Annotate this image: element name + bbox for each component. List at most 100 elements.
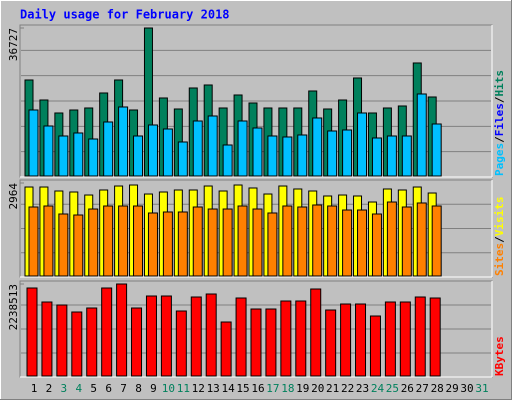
- x-tick-label: 29: [445, 382, 458, 395]
- bar: [160, 295, 172, 377]
- bar: [71, 311, 83, 377]
- x-tick-label: 30: [460, 382, 473, 395]
- bar: [147, 212, 158, 277]
- y-tick-label: 36727: [7, 28, 20, 61]
- bar: [103, 121, 114, 177]
- x-tick-label: 14: [222, 382, 236, 395]
- legend-separator: /: [493, 236, 506, 243]
- bar: [252, 127, 263, 177]
- x-tick-label: 6: [105, 382, 112, 395]
- bar: [371, 137, 382, 177]
- bar: [222, 208, 233, 277]
- bar: [177, 141, 188, 177]
- bar: [133, 135, 144, 177]
- bar: [399, 301, 411, 377]
- bar: [357, 209, 368, 277]
- x-tick-label: 11: [177, 382, 190, 395]
- legend: KBytes: [493, 336, 506, 376]
- bar: [222, 144, 233, 177]
- x-tick-label: 22: [341, 382, 354, 395]
- legend: Sites/Visits: [493, 197, 506, 277]
- bar: [325, 309, 337, 377]
- bar: [118, 205, 129, 277]
- bar: [416, 202, 427, 277]
- bar: [86, 307, 98, 377]
- bar: [101, 287, 113, 377]
- x-tick-label: 31: [475, 382, 488, 395]
- bar: [73, 132, 84, 177]
- bar: [401, 206, 412, 277]
- bar: [312, 204, 323, 277]
- bar: [41, 301, 53, 377]
- x-tick-label: 7: [120, 382, 127, 395]
- bar: [192, 120, 203, 177]
- legend-entry: Pages: [493, 143, 506, 176]
- bar: [207, 208, 218, 277]
- bar: [342, 129, 353, 177]
- bar: [207, 115, 218, 177]
- bar: [192, 206, 203, 277]
- bar: [369, 315, 381, 377]
- bar: [327, 205, 338, 277]
- bar: [357, 112, 368, 177]
- bar: [295, 300, 307, 377]
- bar: [58, 213, 69, 277]
- x-tick-label: 17: [266, 382, 279, 395]
- bar: [282, 136, 293, 177]
- bar: [342, 209, 353, 277]
- bar: [340, 303, 352, 377]
- legend-entry: Sites: [493, 243, 506, 276]
- bar: [414, 296, 426, 377]
- y-tick-label: 2964: [7, 183, 20, 210]
- bar: [267, 135, 278, 177]
- bar: [175, 310, 187, 377]
- bar: [56, 304, 68, 377]
- x-tick-label: 5: [90, 382, 97, 395]
- x-tick-label: 26: [401, 382, 414, 395]
- y-tick-label: 2238513: [7, 284, 20, 330]
- bar: [28, 109, 39, 177]
- bar: [43, 205, 54, 277]
- x-tick-label: 21: [326, 382, 339, 395]
- legend-separator: /: [493, 136, 506, 143]
- bar: [431, 205, 442, 277]
- legend-entry: Hits: [493, 70, 506, 97]
- legend-entry: Visits: [493, 197, 506, 237]
- bar: [310, 288, 322, 377]
- bar: [386, 201, 397, 277]
- bar: [237, 120, 248, 177]
- bar: [131, 307, 143, 377]
- bar: [280, 300, 292, 377]
- bar: [220, 321, 232, 377]
- bar: [88, 138, 99, 177]
- bar: [145, 295, 157, 377]
- bar: [327, 130, 338, 177]
- bar: [401, 135, 412, 177]
- bar: [118, 106, 129, 177]
- bar: [162, 128, 173, 177]
- legend: Pages/Files/Hits: [493, 70, 506, 176]
- bar: [312, 117, 323, 177]
- x-tick-label: 23: [356, 382, 369, 395]
- bar: [26, 287, 38, 377]
- x-tick-label: 25: [386, 382, 399, 395]
- bar: [355, 303, 367, 377]
- x-tick-label: 27: [416, 382, 429, 395]
- bar: [282, 205, 293, 277]
- bar: [429, 297, 441, 377]
- x-tick-label: 4: [75, 382, 82, 395]
- x-tick-label: 28: [431, 382, 444, 395]
- x-tick-label: 16: [251, 382, 264, 395]
- bar: [265, 308, 277, 377]
- bar: [416, 93, 427, 177]
- x-tick-label: 1: [31, 382, 38, 395]
- chart-title: Daily usage for February 2018: [20, 8, 230, 22]
- bar: [250, 308, 262, 377]
- bar: [177, 211, 188, 277]
- legend-entry: KBytes: [493, 336, 506, 376]
- bar: [73, 214, 84, 277]
- bar: [267, 212, 278, 277]
- x-tick-label: 9: [150, 382, 157, 395]
- x-tick-label: 8: [135, 382, 142, 395]
